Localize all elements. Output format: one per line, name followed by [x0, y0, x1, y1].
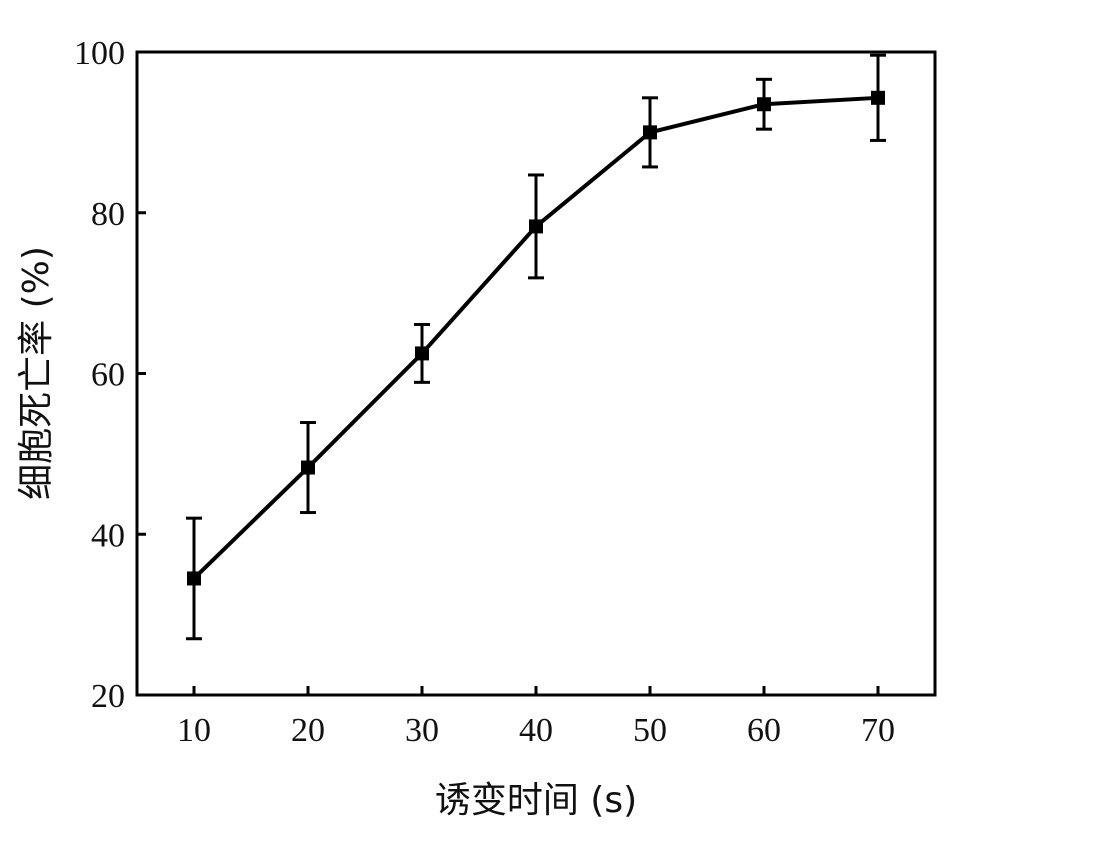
x-tick-label: 10: [177, 712, 211, 749]
data-point-marker: [415, 346, 429, 361]
x-tick-label: 20: [291, 712, 325, 749]
y-axis-ticks: 20 40 60 80 100: [74, 35, 146, 715]
data-point-marker: [757, 97, 771, 112]
y-tick-label: 80: [91, 196, 125, 233]
x-tick-label: 70: [861, 712, 895, 749]
series-layer: [186, 53, 886, 641]
y-tick-label: 40: [91, 517, 125, 554]
y-tick-label: 100: [74, 35, 125, 72]
data-point-marker: [643, 125, 657, 140]
data-point-marker: [529, 219, 543, 234]
y-tick-label: 60: [91, 357, 125, 394]
y-axis-label: 细胞死亡率 (%): [16, 246, 57, 500]
data-point-marker: [871, 90, 885, 105]
y-tick-label: 20: [91, 678, 125, 715]
plot-frame: [135, 50, 937, 697]
x-axis-ticks: 10 20 30 40 50 60 70: [177, 686, 895, 749]
x-tick-label: 40: [519, 712, 553, 749]
data-point-marker: [187, 571, 201, 586]
series-line: [192, 95, 879, 580]
x-tick-label: 30: [405, 712, 439, 749]
x-axis-label: 诱变时间 (s): [435, 780, 637, 821]
x-tick-label: 60: [747, 712, 781, 749]
data-point-marker: [301, 460, 315, 475]
x-tick-label: 50: [633, 712, 667, 749]
